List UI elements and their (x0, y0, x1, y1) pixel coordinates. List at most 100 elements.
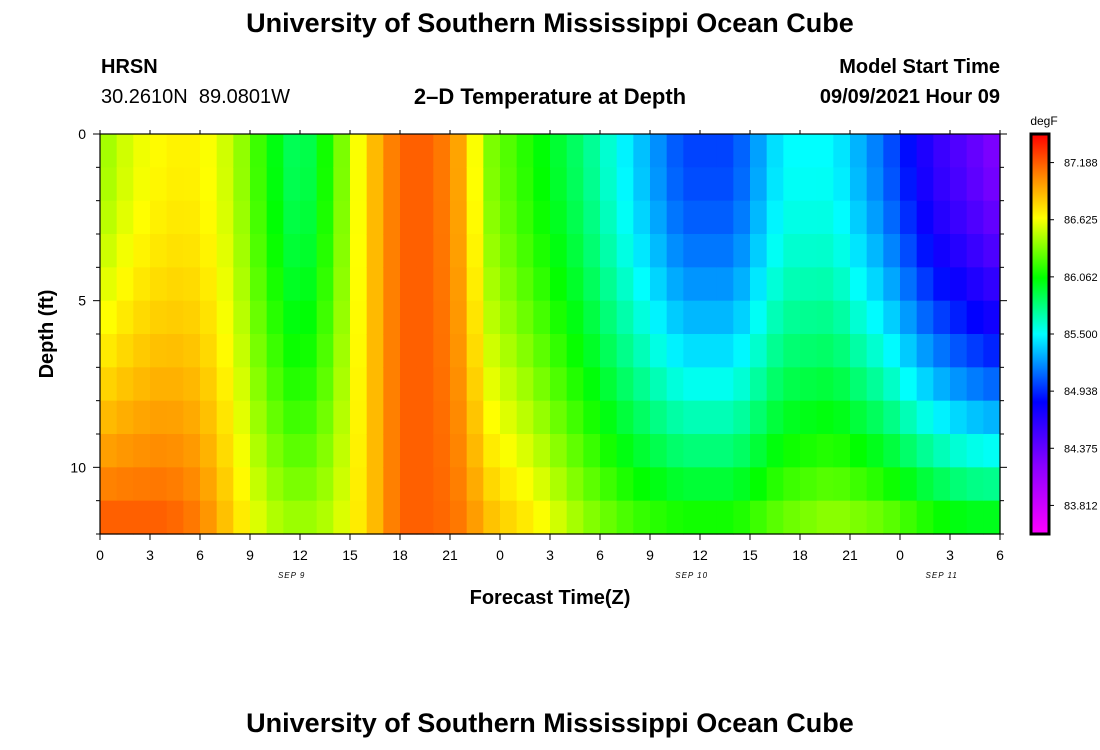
heatmap-cell (700, 500, 718, 535)
heatmap-cell (666, 200, 684, 235)
heatmap-cell (400, 300, 418, 335)
heatmap-cell (133, 467, 151, 502)
heatmap-cell (366, 500, 384, 535)
heatmap-cell (166, 134, 184, 168)
heatmap-cell (133, 334, 151, 368)
heatmap-cell (866, 334, 884, 368)
heatmap-cell (933, 234, 951, 268)
heatmap-cell (200, 500, 218, 535)
heatmap-cell (233, 400, 251, 435)
heatmap-cell (583, 134, 601, 168)
heatmap-cell (900, 500, 918, 535)
heatmap-cell (566, 367, 584, 402)
heatmap-cell (483, 200, 501, 235)
heatmap-cell (966, 267, 984, 302)
heatmap-cell (533, 200, 551, 235)
heatmap-cell (716, 434, 734, 468)
heatmap-cell (550, 367, 568, 402)
heatmap-cell (383, 367, 401, 402)
heatmap-cell (483, 434, 501, 468)
heatmap-cell (116, 300, 134, 335)
heatmap-cell (583, 167, 601, 202)
heatmap-cell (433, 400, 451, 435)
heatmap-cell (950, 234, 968, 268)
heatmap-cell (650, 300, 668, 335)
heatmap-cell (733, 334, 751, 368)
heatmap-cell (450, 500, 468, 535)
heatmap-cell (633, 134, 651, 168)
heatmap-cell (816, 234, 834, 268)
heatmap-cell (583, 200, 601, 235)
heatmap-cell (433, 434, 451, 468)
heatmap-cell (650, 434, 668, 468)
heatmap-cell (533, 300, 551, 335)
heatmap-cell (116, 234, 134, 268)
bottom-title: University of Southern Mississippi Ocean… (246, 708, 854, 738)
heatmap-cell (483, 134, 501, 168)
heatmap-cell (433, 267, 451, 302)
heatmap-cell (716, 467, 734, 502)
heatmap-cell (950, 434, 968, 468)
heatmap-cell (416, 400, 434, 435)
heatmap-cell (300, 500, 318, 535)
heatmap-cell (216, 367, 234, 402)
heatmap-cell (433, 300, 451, 335)
heatmap-cell (166, 500, 184, 535)
heatmap-cell (800, 300, 818, 335)
heatmap-cell (316, 167, 334, 202)
heatmap-cell (450, 200, 468, 235)
heatmap-cell (483, 467, 501, 502)
heatmap-cell (566, 167, 584, 202)
heatmap-cell (816, 167, 834, 202)
heatmap-cell (233, 334, 251, 368)
heatmap-cell (433, 167, 451, 202)
heatmap-cell (950, 367, 968, 402)
heatmap-cell (600, 234, 618, 268)
heatmap-cell (100, 167, 118, 202)
heatmap-cell (166, 334, 184, 368)
heatmap-cell (150, 267, 168, 302)
heatmap-cell (583, 234, 601, 268)
colorbar-tick-label: 85.500 (1064, 329, 1098, 341)
heatmap-cell (583, 434, 601, 468)
heatmap-cell (750, 434, 768, 468)
heatmap-cell (116, 167, 134, 202)
y-tick-label: 10 (70, 459, 86, 475)
heatmap-cell (750, 367, 768, 402)
heatmap-cell (966, 334, 984, 368)
heatmap-cell (583, 400, 601, 435)
heatmap-cell (516, 467, 534, 502)
heatmap-cell (800, 334, 818, 368)
heatmap-cell (383, 300, 401, 335)
heatmap-cell (883, 267, 901, 302)
heatmap-cell (616, 234, 634, 268)
heatmap-cell (700, 167, 718, 202)
heatmap-cell (166, 467, 184, 502)
heatmap-cell (683, 500, 701, 535)
heatmap-cell (366, 234, 384, 268)
heatmap-cell (500, 267, 518, 302)
heatmap-cell (900, 300, 918, 335)
heatmap-cell (366, 367, 384, 402)
date-label: SEP 10 (675, 571, 708, 580)
heatmap-cell (800, 367, 818, 402)
heatmap-cell (850, 200, 868, 235)
heatmap-cell (116, 367, 134, 402)
heatmap-cell (350, 334, 368, 368)
heatmap-cell (900, 334, 918, 368)
heatmap-cell (100, 334, 118, 368)
heatmap-cell (950, 467, 968, 502)
heatmap-cell (566, 200, 584, 235)
heatmap-cell (216, 200, 234, 235)
heatmap-cell (550, 334, 568, 368)
heatmap-cell (666, 500, 684, 535)
heatmap-cell (583, 367, 601, 402)
heatmap-cell (400, 200, 418, 235)
heatmap-cell (433, 367, 451, 402)
heatmap-cell (766, 467, 784, 502)
heatmap-cell (766, 300, 784, 335)
heatmap-cell (950, 300, 968, 335)
heatmap-cell (633, 234, 651, 268)
heatmap-cell (150, 200, 168, 235)
heatmap-cell (566, 434, 584, 468)
